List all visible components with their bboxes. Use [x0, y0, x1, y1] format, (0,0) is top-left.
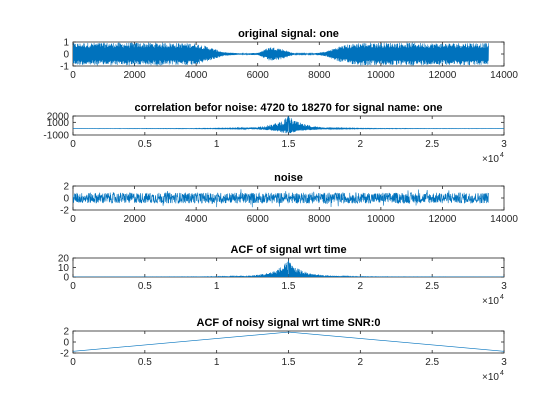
x-exponent-value: 4 [500, 370, 504, 377]
x-tick-label: 1 [214, 281, 220, 292]
x-tick-label: 0 [70, 214, 76, 225]
x-tick-label: 12000 [429, 70, 457, 81]
x-tick-label: 10000 [367, 70, 395, 81]
x-tick-label: 0 [70, 357, 76, 368]
x-tick-label: 3 [501, 357, 507, 368]
x-tick-label: 1 [214, 357, 220, 368]
x-tick-label: 1 [214, 139, 220, 150]
y-tick-label: 2 [63, 327, 69, 338]
x-tick-label: 12000 [429, 214, 457, 225]
subplot-1: original signal: one 0 2000 4000 6000 8000 100… [60, 28, 518, 81]
series-line [73, 331, 504, 352]
y-tick-label: 0 [63, 50, 69, 61]
subplot-title: ACF of noisy signal wrt time SNR:0 [197, 317, 381, 329]
subplot-5: ACF of noisy signal wrt time SNR:0 0 0.5 1 1… [60, 317, 507, 383]
y-tick-label: 20 [58, 254, 70, 265]
x-tick-label: 2.5 [425, 357, 439, 368]
series-line [73, 189, 489, 208]
y-tick-label: 1000 [47, 118, 70, 129]
y-tick-label: 10 [58, 263, 70, 274]
series-line [73, 42, 489, 66]
axes-box [72, 330, 505, 354]
x-tick-label: 0.5 [138, 139, 152, 150]
x-tick-label: 0 [70, 281, 76, 292]
y-tick-label: -2 [60, 206, 69, 217]
x-tick-label: 0.5 [138, 357, 152, 368]
x-tick-label: 10000 [367, 214, 395, 225]
x-exponent-value: 4 [500, 294, 504, 301]
subplot-title: correlation befor noise: 4720 to 18270 f… [134, 102, 442, 114]
x-exponent-label: ×10 [482, 154, 499, 165]
x-tick-label: 2 [358, 139, 364, 150]
y-tick-label: 2 [63, 182, 69, 193]
x-exponent-value: 4 [500, 152, 504, 159]
y-tick-label: 1 [63, 38, 69, 49]
subplot-2: correlation befor noise: 4720 to 18270 f… [43, 102, 507, 165]
x-tick-label: 1.5 [282, 139, 296, 150]
y-tick-label: -1000 [43, 131, 69, 142]
subplot-title: ACF of signal wrt time [230, 244, 346, 256]
x-tick-label: 14000 [490, 70, 518, 81]
x-tick-label: 14000 [490, 214, 518, 225]
x-tick-label: 2.5 [425, 139, 439, 150]
x-tick-label: 1.5 [282, 357, 296, 368]
y-tick-label: 2000 [47, 112, 70, 123]
subplot-title: noise [274, 172, 303, 184]
x-tick-label: 2.5 [425, 281, 439, 292]
x-exponent-label: ×10 [482, 372, 499, 383]
x-exponent-label: ×10 [482, 296, 499, 307]
x-tick-label: 2 [358, 281, 364, 292]
x-tick-label: 6000 [247, 70, 270, 81]
subplot-title: original signal: one [238, 28, 339, 40]
x-tick-label: 3 [501, 139, 507, 150]
subplot-4: ACF of signal wrt time 0 0.5 1 1.5 2 2.5 3 01020… [58, 244, 507, 307]
x-tick-label: 8000 [308, 70, 331, 81]
series-line [73, 260, 504, 277]
x-tick-label: 8000 [308, 214, 331, 225]
x-tick-label: 0.5 [138, 281, 152, 292]
y-tick-label: 0 [63, 338, 69, 349]
y-tick-label: -1 [60, 62, 69, 73]
x-tick-label: 4000 [185, 70, 208, 81]
series-line [73, 116, 504, 134]
x-tick-label: 4000 [185, 214, 208, 225]
x-tick-label: 2000 [123, 70, 146, 81]
x-tick-label: 2000 [123, 214, 146, 225]
x-tick-label: 6000 [247, 214, 270, 225]
x-tick-label: 0 [70, 139, 76, 150]
y-tick-label: 0 [63, 273, 69, 284]
x-tick-label: 1.5 [282, 281, 296, 292]
subplot-3: noise 0 2000 4000 6000 8000 10000 12000 14000 -20… [60, 172, 518, 225]
y-tick-label: 0 [63, 194, 69, 205]
y-tick-label: -2 [60, 349, 69, 360]
x-tick-label: 3 [501, 281, 507, 292]
x-tick-label: 2 [358, 357, 364, 368]
x-tick-label: 0 [70, 70, 76, 81]
